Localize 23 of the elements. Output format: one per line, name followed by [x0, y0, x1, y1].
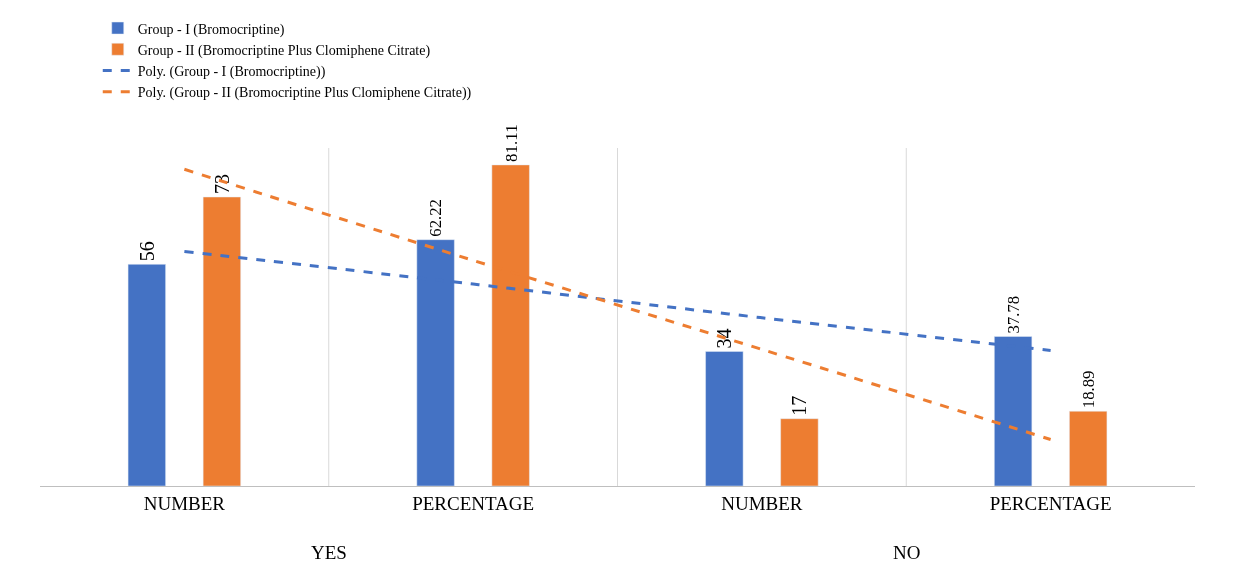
text: YES — [311, 542, 347, 563]
text: NO — [893, 542, 921, 563]
data-label: 73 — [210, 174, 233, 195]
legend-label: Group - I (Bromocriptine) — [137, 21, 285, 38]
data-label: 34 — [713, 328, 736, 349]
x-tick-label: PERCENTAGE — [412, 492, 535, 514]
bar — [705, 351, 744, 486]
legend-label: Poly. (Group - I (Bromocriptine)) — [137, 63, 326, 80]
x-tick-label: NUMBER — [143, 492, 226, 514]
data-label: 56 — [135, 241, 158, 262]
data-label: 17 — [788, 395, 811, 416]
bar — [780, 418, 819, 486]
data-label: 18.89 — [1079, 370, 1098, 409]
legend-label: Poly. (Group - II (Bromocriptine Plus Clomiphene Citrate)) — [137, 85, 472, 102]
bar — [202, 196, 241, 486]
data-label: 81.11 — [501, 124, 521, 162]
data-label: 62.22 — [426, 199, 446, 237]
legend-label: Group - II (Bromocriptine Plus Clomiphene Citrate) — [137, 42, 431, 59]
x-tick-label: NUMBER — [721, 492, 803, 514]
bar — [1069, 410, 1108, 486]
x-tick-label: PERCENTAGE — [989, 492, 1112, 514]
bar — [127, 264, 166, 486]
data-label: 37.78 — [1003, 295, 1023, 334]
